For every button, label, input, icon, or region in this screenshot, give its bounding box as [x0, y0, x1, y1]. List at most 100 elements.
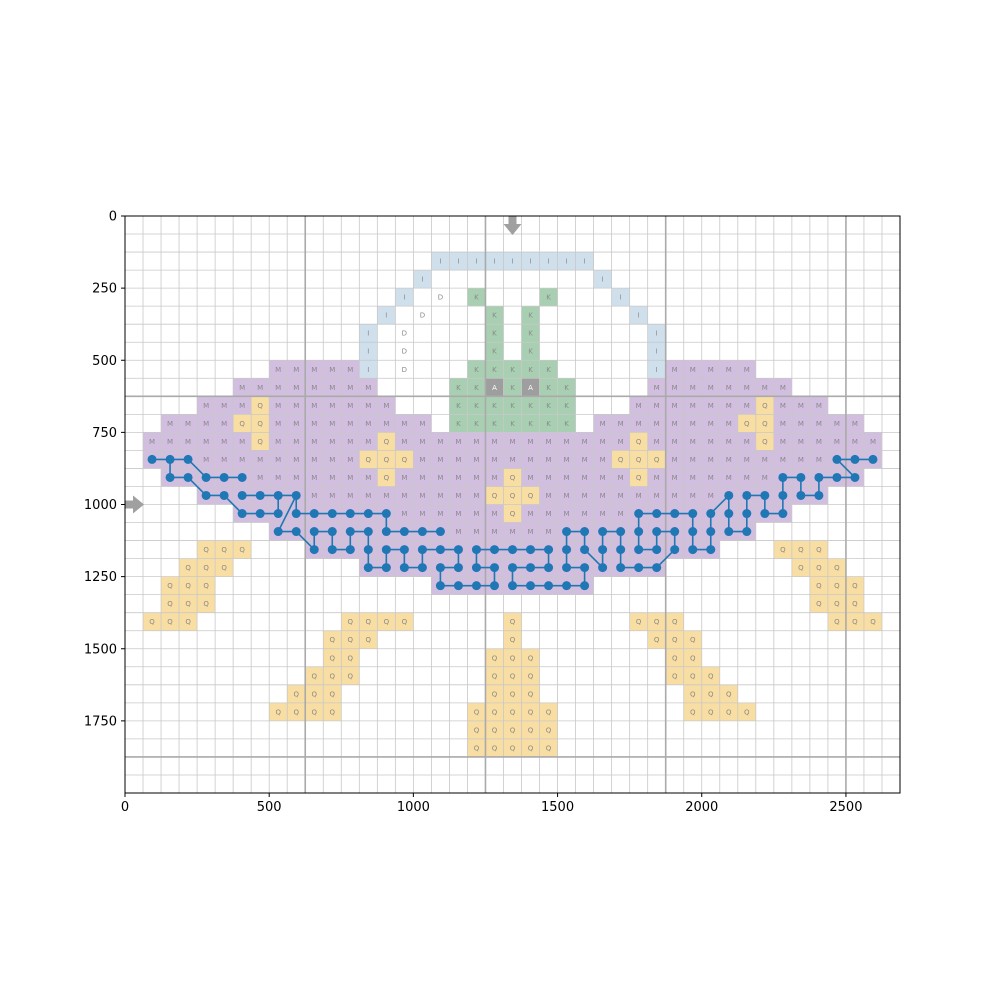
cell-letter: M	[654, 384, 660, 392]
cell-letter: Q	[708, 672, 714, 680]
cell-letter: M	[239, 438, 245, 446]
cell-letter: I	[367, 366, 369, 374]
cell-letter: M	[798, 420, 804, 428]
cell-q: Q	[197, 541, 215, 559]
path-node	[346, 509, 355, 518]
cell-m: M	[594, 468, 612, 486]
cell-letter: M	[311, 492, 317, 500]
cell-q: Q	[323, 703, 341, 721]
cell-letter: I	[638, 312, 640, 320]
cell-m: M	[666, 468, 684, 486]
cell-m: M	[233, 396, 251, 414]
cell-m: M	[558, 505, 576, 523]
cell-letter: K	[492, 402, 497, 410]
cell-letter: K	[510, 420, 515, 428]
cell-letter: M	[311, 456, 317, 464]
cell-letter: M	[383, 402, 389, 410]
cell-q: Q	[738, 414, 756, 432]
cell-letter: M	[347, 402, 353, 410]
path-node	[796, 473, 805, 482]
cell-letter: M	[311, 366, 317, 374]
cell-letter: M	[293, 438, 299, 446]
cell-letter: M	[546, 474, 552, 482]
cell-letter: M	[437, 492, 443, 500]
cell-i: I	[413, 270, 431, 288]
cell-letter: M	[636, 492, 642, 500]
cell-q: Q	[503, 739, 521, 757]
cell-q: Q	[179, 559, 197, 577]
cell-letter: M	[654, 402, 660, 410]
cell-m: M	[846, 414, 864, 432]
cell-m: M	[540, 432, 558, 450]
cell-letter: Q	[185, 618, 191, 626]
cell-letter: M	[618, 420, 624, 428]
cell-letter: M	[527, 456, 533, 464]
cell-letter: I	[656, 348, 658, 356]
cell-letter: M	[455, 492, 461, 500]
cell-letter: Q	[384, 474, 390, 482]
cell-letter: K	[564, 402, 569, 410]
cell-letter: K	[528, 402, 533, 410]
cell-letter: M	[816, 456, 822, 464]
cell-letter: I	[367, 348, 369, 356]
cell-q: Q	[503, 649, 521, 667]
cell-letter: I	[403, 294, 405, 302]
cell-i: I	[648, 324, 666, 342]
cell-letter: Q	[474, 708, 480, 716]
cell-letter: Q	[221, 564, 227, 572]
cell-m: M	[503, 523, 521, 541]
cell-letter: M	[798, 438, 804, 446]
cell-letter: Q	[816, 564, 822, 572]
cell-q: Q	[810, 595, 828, 613]
cell-letter: M	[600, 492, 606, 500]
path-node	[652, 545, 661, 554]
cell-letter: M	[491, 528, 497, 536]
cell-letter: Q	[546, 726, 552, 734]
cell-letter: M	[546, 438, 552, 446]
cell-letter: Q	[636, 438, 642, 446]
cell-letter: Q	[636, 474, 642, 482]
cell-m: M	[666, 396, 684, 414]
cell-letter: Q	[816, 582, 822, 590]
cell-letter: Q	[257, 438, 263, 446]
cell-q: Q	[612, 450, 630, 468]
cell-q: Q	[161, 613, 179, 631]
path-node	[796, 491, 805, 500]
cell-q: Q	[792, 541, 810, 559]
cell-m: M	[287, 378, 305, 396]
cell-letter: K	[546, 384, 551, 392]
cell-m: M	[251, 378, 269, 396]
cell-letter: M	[672, 438, 678, 446]
cell-letter: Q	[492, 492, 498, 500]
cell-q: Q	[179, 595, 197, 613]
x-tick-label: 1500	[541, 800, 574, 815]
cell-q: Q	[503, 486, 521, 504]
cell-letter: K	[510, 402, 515, 410]
cell-letter: I	[529, 258, 531, 266]
cell-q: Q	[161, 577, 179, 595]
cell-letter: M	[311, 438, 317, 446]
cell-letter: M	[347, 474, 353, 482]
cell-letter: M	[329, 402, 335, 410]
cell-letter: Q	[780, 546, 786, 554]
path-node	[220, 473, 229, 482]
cell-letter: M	[636, 402, 642, 410]
cell-letter: M	[672, 474, 678, 482]
cell-letter: M	[708, 456, 714, 464]
path-node	[742, 527, 751, 536]
cell-letter: M	[546, 456, 552, 464]
cell-letter: Q	[510, 474, 516, 482]
cell-letter: M	[582, 510, 588, 518]
cell-m: M	[359, 432, 377, 450]
cell-letter: Q	[726, 708, 732, 716]
cell-m: M	[449, 432, 467, 450]
cell-letter: Q	[672, 654, 678, 662]
cell-m: M	[395, 414, 413, 432]
cell-k: K	[522, 342, 540, 360]
cell-m: M	[197, 432, 215, 450]
path-node	[472, 545, 481, 554]
cell-letter: Q	[203, 600, 209, 608]
path-node	[616, 563, 625, 572]
cell-letter: Q	[528, 654, 534, 662]
